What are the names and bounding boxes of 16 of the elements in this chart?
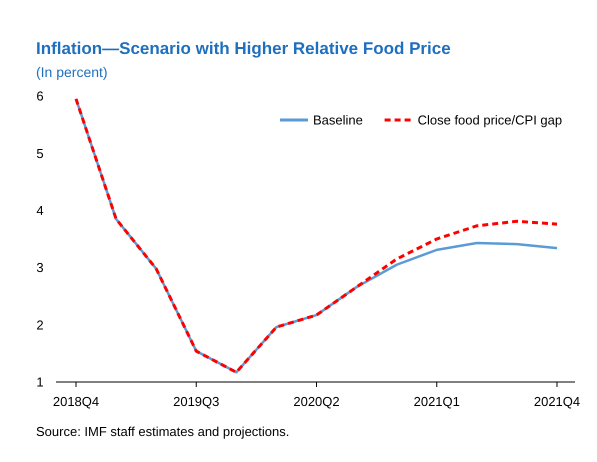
source-note: Source: IMF staff estimates and projections. [36,424,290,439]
y-tick-label: 5 [36,146,44,161]
legend-label: Baseline [313,112,363,128]
x-tick-label: 2019Q3 [173,394,220,409]
x-tick-label: 2021Q1 [414,394,460,409]
chart-title: Inflation—Scenario with Higher Relative Food Price [36,39,451,58]
y-tick-label: 2 [36,317,44,332]
y-tick-label: 6 [36,88,44,104]
x-tick-label: 2018Q4 [52,394,100,409]
y-tick-label: 3 [36,260,44,276]
y-tick-label: 4 [36,202,44,218]
legend-label: Close food price/CPI gap [418,112,562,128]
x-tick-label: 2020Q2 [293,394,340,409]
chart-subtitle: (In percent) [36,64,108,80]
x-tick-label: 2021Q4 [534,394,580,409]
y-tick-label: 1 [36,374,44,390]
